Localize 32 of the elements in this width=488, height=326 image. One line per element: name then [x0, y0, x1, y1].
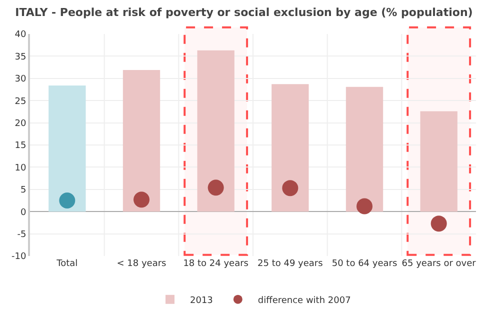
point — [59, 192, 76, 208]
bar — [420, 111, 458, 212]
y-tick-label: -5 — [17, 230, 26, 240]
bar — [346, 86, 384, 212]
y-tick-label: 15 — [14, 141, 26, 152]
chart-title: ITALY - People at risk of poverty or social exclusion by age (% population) — [15, 6, 473, 19]
x-tick-label: 50 to 64 years — [332, 259, 398, 269]
y-tick-label: 20 — [14, 118, 26, 129]
point — [208, 180, 224, 196]
y-tick-label: 25 — [14, 96, 26, 107]
x-tick-label: < 18 years — [116, 259, 167, 269]
legend-label: 2013 — [190, 296, 213, 306]
bar — [197, 50, 234, 212]
bar — [272, 84, 309, 212]
point — [282, 180, 298, 196]
x-tick-label: 18 to 24 years — [183, 259, 249, 269]
y-tick-label: 0 — [20, 208, 26, 218]
point — [356, 198, 372, 214]
y-tick-label: 5 — [20, 186, 26, 196]
bar — [122, 70, 160, 212]
point — [430, 216, 447, 232]
x-tick-label: 65 years or over — [402, 259, 476, 269]
bar — [48, 86, 86, 212]
x-tick-label: Total — [56, 259, 78, 269]
y-tick-label: 30 — [14, 74, 26, 85]
point — [134, 192, 150, 208]
legend-label: difference with 2007 — [258, 296, 351, 306]
y-tick-label: -10 — [11, 252, 26, 262]
y-tick-label: 35 — [14, 52, 26, 62]
y-tick-label: 10 — [14, 163, 26, 174]
y-tick-label: 40 — [14, 30, 26, 40]
x-tick-label: 25 to 49 years — [258, 259, 324, 269]
